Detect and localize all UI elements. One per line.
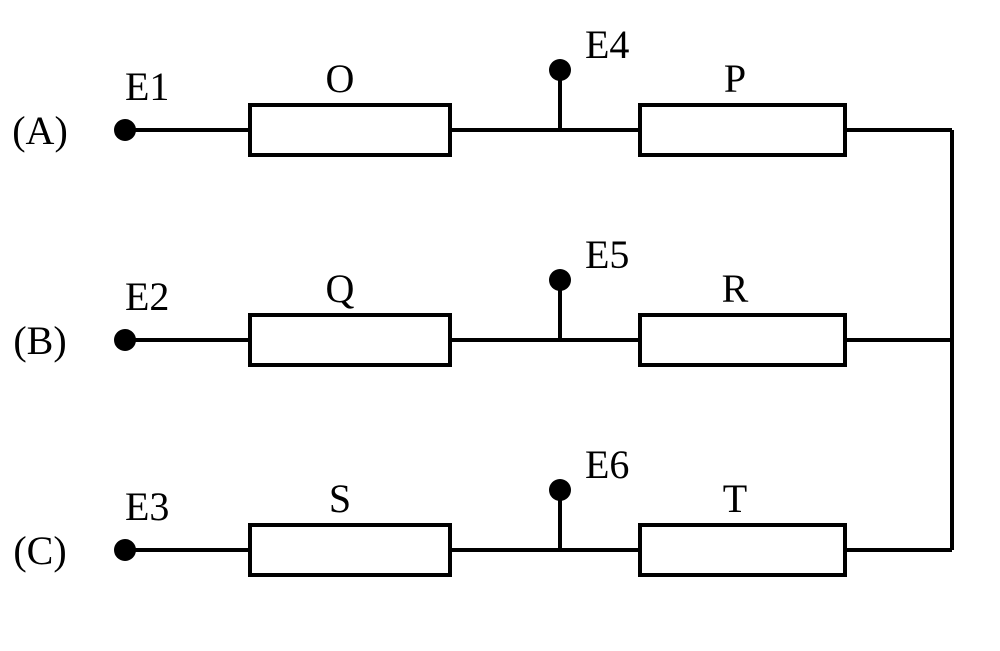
port-label-e6: E6 [585,442,629,487]
box-s [250,525,450,575]
port-label-e1: E1 [125,64,169,109]
box-o [250,105,450,155]
row-label-b: (B) [13,318,66,363]
port-e5 [549,269,571,291]
port-e6 [549,479,571,501]
port-label-e4: E4 [585,22,629,67]
box-t [640,525,845,575]
box-label-o: O [326,56,355,101]
box-label-s: S [329,476,351,521]
port-label-e2: E2 [125,274,169,319]
port-label-e3: E3 [125,484,169,529]
box-p [640,105,845,155]
box-label-t: T [723,476,747,521]
row-label-a: (A) [12,108,68,153]
box-r [640,315,845,365]
port-label-e5: E5 [585,232,629,277]
row-label-c: (C) [13,528,66,573]
box-label-p: P [724,56,746,101]
port-e4 [549,59,571,81]
box-q [250,315,450,365]
box-label-r: R [722,266,749,311]
box-label-q: Q [326,266,355,311]
